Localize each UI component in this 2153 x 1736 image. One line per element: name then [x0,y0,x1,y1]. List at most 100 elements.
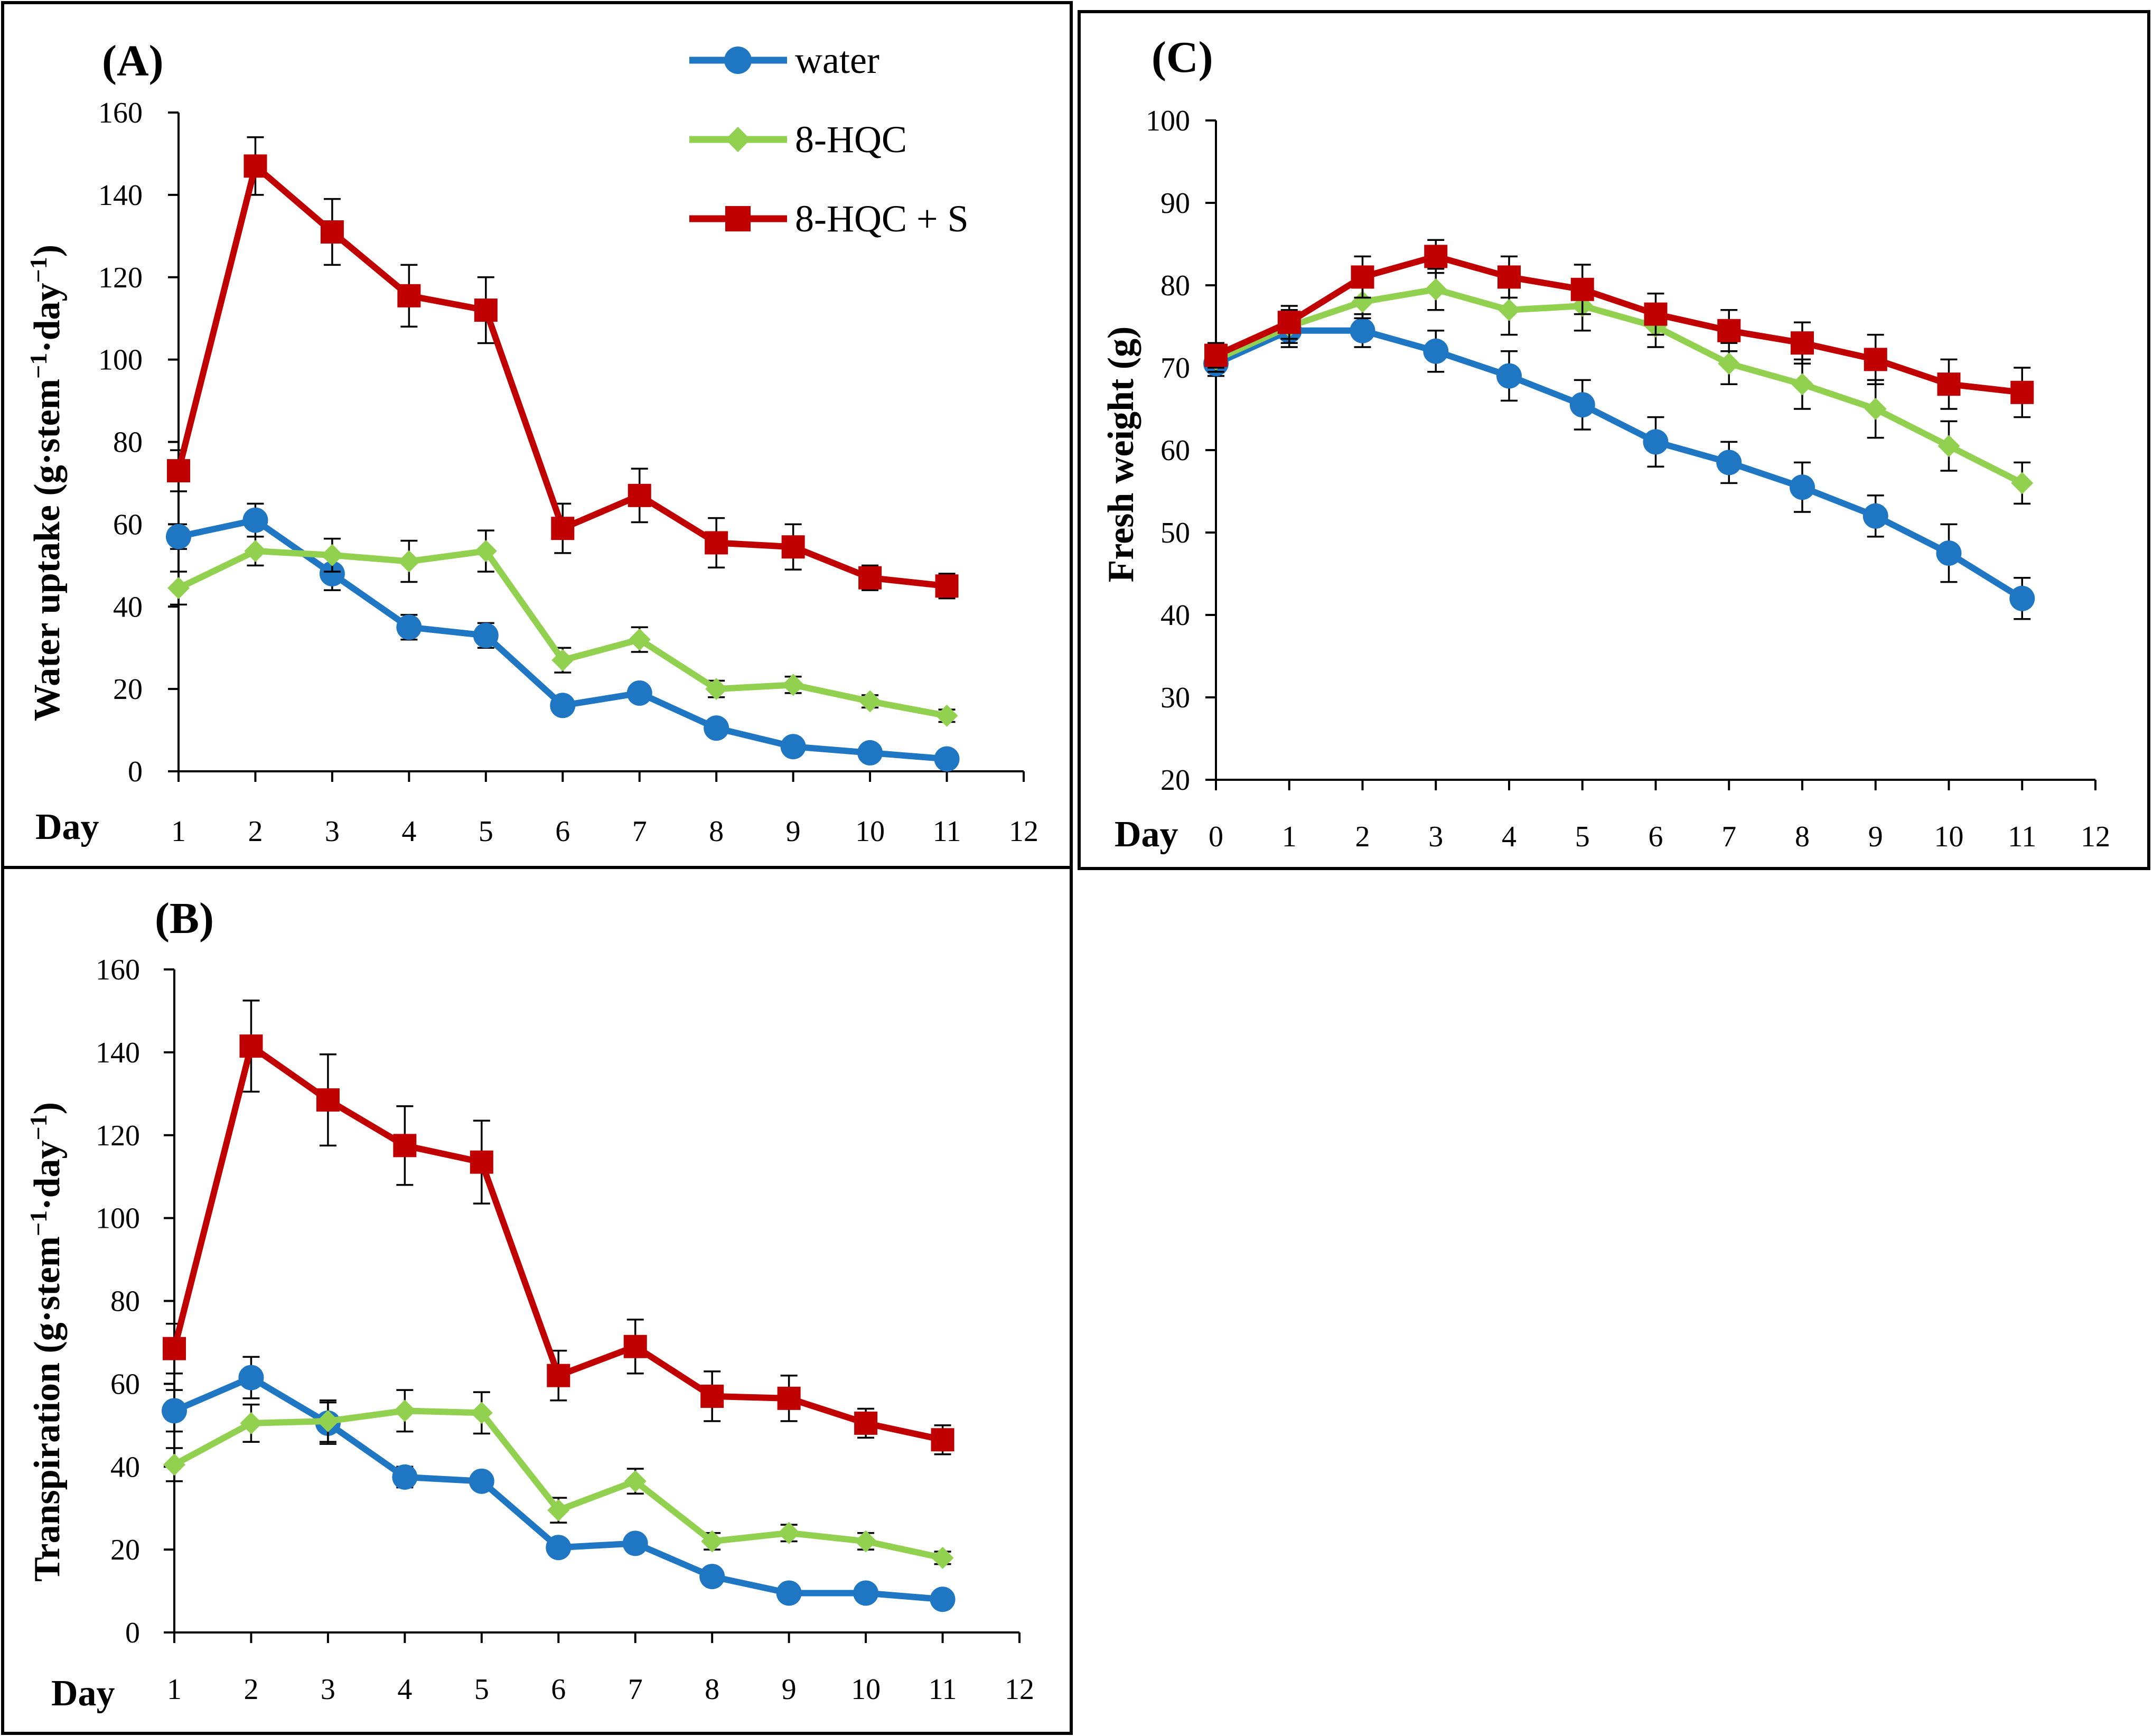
panel-b-water-point-7 [622,1530,648,1556]
panel-c-hqc-point-9 [1864,398,1887,420]
panel-b-x-tick-label-11: 11 [929,1673,957,1706]
panel-c-hqc-point-8 [1791,373,1813,396]
panel-a-x-tick-label-11: 11 [933,815,961,848]
panel-c-y-tick-label-90: 90 [1160,187,1190,220]
panel-a-x-tick-label-2: 2 [248,815,263,848]
panel-b-label: (B) [155,894,214,943]
panel-c-x-axis-label: Day [1115,814,1178,855]
panel-a-ylabel-sup2: −1 [25,257,52,283]
panel-a-hqc-point-1 [167,577,190,600]
panel-a-x-axis-label: Day [35,807,99,847]
panel-a-x-tick-label-1: 1 [171,815,186,848]
panel-b-y-tick-label-100: 100 [96,1202,140,1235]
panel-a-hqcs-point-5 [474,298,498,322]
panel-a-hqc-point-8 [705,678,728,701]
panel-a-hqc-point-2 [244,540,267,563]
panel-a-label: (A) [102,36,164,86]
panel-b-x-tick-label-2: 2 [244,1673,258,1706]
panel-a-water-point-6 [550,693,576,718]
panel-c-hqc-point-11 [2011,472,2034,494]
panel-c-hqcs-point-10 [1937,372,1961,396]
panel-a-hqc-point-9 [782,674,804,696]
panel-c-x-tick-label-8: 8 [1795,820,1810,853]
panel-c-series-water [1203,313,2035,620]
panel-c-hqc-point-2 [1351,291,1374,313]
panel-a-y-tick-label-100: 100 [98,344,143,377]
panel-a-y-tick-label-160: 160 [98,97,143,129]
legend-label-water: water [795,39,879,81]
panel-c-y-tick-label-60: 60 [1160,434,1190,467]
panel-a-y-tick-label-20: 20 [113,673,143,706]
panel-b-hqc-point-7 [624,1470,647,1492]
panel-b-water-point-5 [469,1468,494,1494]
panel-c-hqcs-point-8 [1791,331,1814,355]
panel-b-water-point-4 [392,1464,418,1490]
panel-b-water-point-6 [546,1535,572,1561]
panel-a-hqcs-point-4 [397,284,421,307]
panel-c-y-tick-label-100: 100 [1146,105,1190,137]
panel-c-hqcs-point-9 [1864,348,1887,371]
panel-a-hqcs-point-3 [320,220,344,244]
panel-b-ylabel-sup1: −1 [25,1210,52,1236]
panel-b-water-point-8 [699,1564,725,1590]
panel-b-hqcs-point-7 [623,1334,647,1358]
panel-a-y-tick-label-60: 60 [113,508,143,541]
panel-b-x-tick-label-12: 12 [1005,1673,1034,1706]
panel-c-x-tick-label-6: 6 [1649,820,1663,853]
panel-a-ylabel-end: ) [27,245,68,257]
panel-c-y-tick-label-20: 20 [1160,764,1190,797]
panel-c-hqc-point-4 [1498,298,1520,321]
panel-b-hqcs-point-3 [316,1088,340,1112]
panel-b-y-tick-label-0: 0 [125,1617,140,1649]
panel-c-hqcs-point-11 [2010,380,2034,404]
panel-c-label: (C) [1152,33,1213,82]
panel-a-x-tick-label-5: 5 [479,815,493,848]
panel-a-water-point-9 [780,734,806,760]
panel-b-ylabel-mid: ·day [27,1141,68,1210]
panel-b-hqc-point-1 [163,1453,185,1476]
panel-c-hqcs-point-0 [1204,343,1228,367]
panel-a-x-tick-label-7: 7 [632,815,647,848]
panel-c-y-tick-label-50: 50 [1160,517,1190,549]
panel-b-x-tick-label-8: 8 [705,1673,719,1706]
panel-b-frame [1,866,1073,1735]
legend: water 8-HQC 8-HQC + S [689,39,969,240]
panel-c-water-point-6 [1643,429,1669,455]
panel-a-hqc-point-6 [551,649,574,671]
panel-c-water-point-5 [1569,392,1595,418]
panel-a-hqcs-point-1 [167,459,190,483]
panel-b-y-tick-label-80: 80 [110,1285,140,1318]
panel-a-hqcs-point-10 [858,566,882,590]
panel-b-x-tick-label-10: 10 [851,1673,881,1706]
panel-a-hqcs-point-6 [551,517,575,540]
panel-c-x-tick-label-2: 2 [1355,820,1370,853]
panel-b-series-hqc [163,1389,954,1569]
panel-b-hqc-point-6 [547,1499,570,1522]
panel-a-hqc-point-7 [628,628,651,651]
panel-b-hqcs-point-9 [777,1386,801,1410]
panel-a-x-tick-label-4: 4 [401,815,416,848]
panel-b-hqc-point-2 [240,1412,263,1434]
panel-a-ylabel-mid: ·day [27,283,68,352]
panel-c-y-tick-label-80: 80 [1160,269,1190,302]
panel-b-y-tick-label-60: 60 [110,1368,140,1401]
panel-c-water-point-3 [1423,338,1449,364]
panel-a-hqcs-point-9 [781,535,805,559]
panel-c-x-tick-label-4: 4 [1502,820,1517,853]
legend-marker-water [724,46,752,74]
panel-a-hqcs-point-2 [244,154,267,178]
panel-c-y-tick-label-70: 70 [1160,352,1190,385]
panel-b-hqcs-point-5 [470,1150,493,1174]
panel-c-hqcs-point-1 [1277,311,1301,334]
panel-a-x-tick-label-6: 6 [555,815,570,848]
panel-c-x-tick-label-9: 9 [1868,820,1883,853]
panel-b-x-tick-label-1: 1 [167,1673,182,1706]
panel-a-series-hqcs [167,136,959,600]
panel-a-y-tick-label-0: 0 [128,755,143,788]
panel-b-water-point-2 [238,1365,264,1390]
panel-b-hqc-point-4 [394,1399,416,1422]
